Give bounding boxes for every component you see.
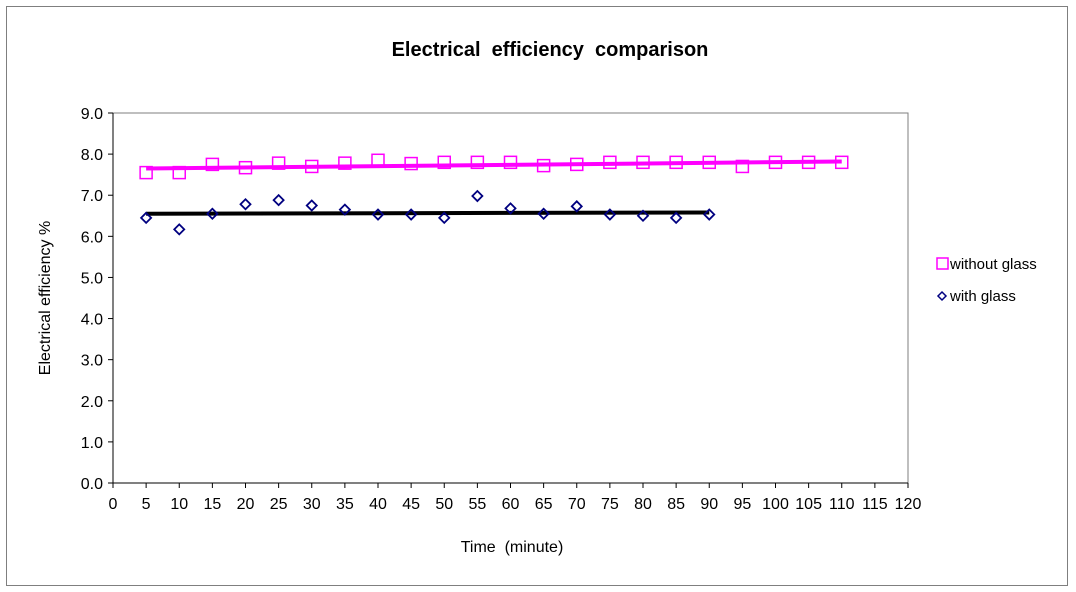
data-point — [205, 157, 220, 172]
data-point — [536, 158, 551, 173]
data-point — [603, 155, 617, 170]
y-axis-title: Electrical efficiency % — [37, 221, 54, 375]
x-tick-label: 80 — [634, 496, 652, 513]
data-point — [404, 208, 418, 221]
data-point — [537, 207, 550, 220]
trendline — [146, 210, 710, 216]
x-tick-label: 115 — [862, 496, 888, 513]
data-point — [338, 203, 352, 216]
data-point — [172, 165, 186, 180]
data-point — [172, 223, 186, 236]
y-axis: 0.0 1.0 2.0 3.0 4.0 5.0 6.0 7.0 8.0 9.0 — [81, 106, 114, 493]
series-without-glass — [139, 153, 849, 180]
y-tick-label: 0.0 — [81, 476, 103, 493]
y-tick-label: 2.0 — [81, 394, 103, 411]
x-axis: 0 5 10 15 20 25 30 35 40 45 50 55 60 65 70 75 80 85 90 95 10… — [109, 482, 922, 513]
data-point — [371, 153, 385, 168]
data-point — [835, 155, 849, 170]
data-point — [570, 200, 584, 213]
series-layer — [139, 153, 849, 236]
plot-area — [112, 112, 909, 484]
data-point — [669, 211, 683, 225]
data-point — [272, 193, 285, 207]
x-tick-label: 110 — [829, 496, 855, 513]
data-point — [504, 202, 517, 215]
data-point — [338, 156, 352, 170]
x-tick-label: 10 — [170, 496, 188, 513]
x-tick-label: 75 — [601, 496, 619, 513]
x-tick-label: 95 — [733, 496, 751, 513]
x-tick-label: 45 — [402, 496, 420, 513]
y-tick-label: 8.0 — [81, 147, 103, 164]
data-point — [271, 156, 286, 170]
data-point — [437, 211, 451, 225]
data-point — [702, 208, 716, 221]
data-point — [238, 160, 253, 175]
x-tick-label: 65 — [535, 496, 553, 513]
data-point — [768, 155, 783, 170]
legend-item: without glass — [936, 256, 1037, 273]
data-point — [239, 197, 252, 211]
data-point — [570, 157, 584, 172]
y-tick-label: 5.0 — [81, 270, 103, 287]
trendline — [146, 159, 842, 171]
x-tick-label: 70 — [568, 496, 586, 513]
data-point — [503, 155, 518, 170]
x-axis-title: Time (minute) — [461, 539, 564, 556]
data-point — [669, 155, 683, 170]
y-tick-label: 9.0 — [81, 106, 103, 123]
data-point — [636, 209, 650, 223]
series-with-glass — [139, 189, 716, 236]
x-tick-label: 35 — [336, 496, 354, 513]
data-point — [603, 208, 617, 221]
x-tick-label: 55 — [468, 496, 486, 513]
x-tick-label: 40 — [369, 496, 387, 513]
legend-marker — [936, 290, 948, 302]
data-point — [206, 207, 219, 220]
data-point — [471, 189, 484, 203]
x-tick-label: 0 — [109, 496, 118, 513]
legend: without glass with glass — [936, 256, 1037, 305]
x-tick-label: 120 — [895, 496, 922, 513]
x-tick-label: 60 — [502, 496, 520, 513]
data-point — [305, 199, 319, 212]
x-tick-label: 90 — [700, 496, 718, 513]
x-tick-label: 100 — [762, 496, 789, 513]
y-tick-label: 1.0 — [81, 435, 103, 452]
legend-label: with glass — [949, 288, 1016, 305]
legend-label: without glass — [949, 256, 1037, 273]
y-tick-label: 6.0 — [81, 229, 103, 246]
x-tick-label: 30 — [303, 496, 321, 513]
data-point — [437, 155, 451, 170]
data-point — [470, 155, 485, 170]
data-point — [139, 211, 153, 225]
y-tick-label: 4.0 — [81, 312, 103, 329]
data-point — [305, 159, 319, 174]
x-tick-label: 105 — [795, 496, 822, 513]
x-tick-label: 25 — [270, 496, 288, 513]
x-tick-label: 85 — [667, 496, 685, 513]
data-point — [636, 155, 650, 170]
legend-item: with glass — [936, 288, 1016, 305]
y-tick-label: 3.0 — [81, 353, 103, 370]
data-point — [371, 208, 385, 221]
x-tick-label: 5 — [142, 496, 151, 513]
data-point — [702, 155, 716, 170]
legend-marker — [936, 257, 949, 270]
chart-title: Electrical efficiency comparison — [392, 39, 709, 61]
x-tick-label: 20 — [237, 496, 255, 513]
x-tick-label: 50 — [435, 496, 453, 513]
data-point — [404, 156, 418, 171]
data-point — [139, 165, 153, 180]
x-tick-label: 15 — [203, 496, 221, 513]
data-point — [735, 159, 750, 174]
data-point — [801, 155, 816, 170]
y-tick-label: 7.0 — [81, 188, 103, 205]
